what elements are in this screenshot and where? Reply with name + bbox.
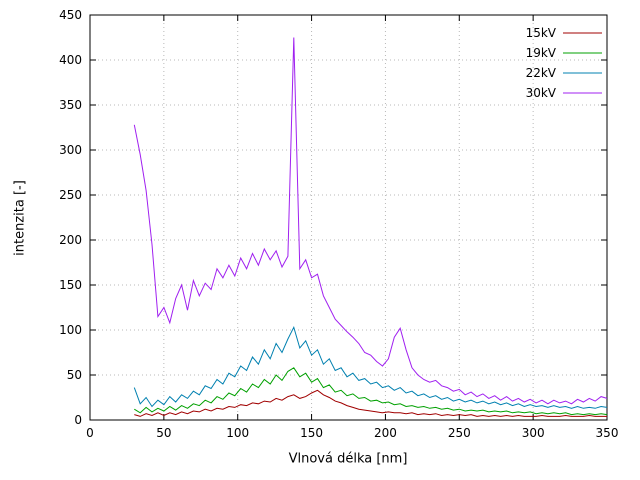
series-line-15kV: [134, 389, 607, 417]
x-tick-label: 50: [156, 426, 171, 440]
y-tick-label: 50: [67, 368, 82, 382]
y-tick-label: 350: [59, 98, 82, 112]
series-line-30kV: [133, 37, 608, 405]
x-tick-label: 150: [300, 426, 323, 440]
y-tick-label: 400: [59, 53, 82, 67]
x-tick-label: 200: [374, 426, 397, 440]
y-tick-label: 0: [74, 413, 82, 427]
y-tick-label: 300: [59, 143, 82, 157]
y-tick-label: 200: [59, 233, 82, 247]
legend-label-15kV: 15kV: [526, 26, 557, 40]
y-tick-label: 150: [59, 278, 82, 292]
x-axis-title: Vlnová délka [nm]: [288, 451, 408, 467]
x-tick-label: 250: [448, 426, 471, 440]
x-tick-label: 100: [226, 426, 249, 440]
x-tick-label: 350: [596, 426, 619, 440]
x-tick-label: 0: [86, 426, 94, 440]
legend-label-19kV: 19kV: [526, 46, 557, 60]
legend-label-30kV: 30kV: [526, 86, 557, 100]
y-tick-label: 450: [59, 8, 82, 22]
x-tick-label: 300: [522, 426, 545, 440]
series-line-22kV: [133, 325, 608, 409]
series-line-19kV: [134, 367, 608, 416]
plot-border: [89, 14, 608, 421]
y-tick-label: 250: [59, 188, 82, 202]
legend-label-22kV: 22kV: [526, 66, 557, 80]
y-tick-label: 100: [59, 323, 82, 337]
